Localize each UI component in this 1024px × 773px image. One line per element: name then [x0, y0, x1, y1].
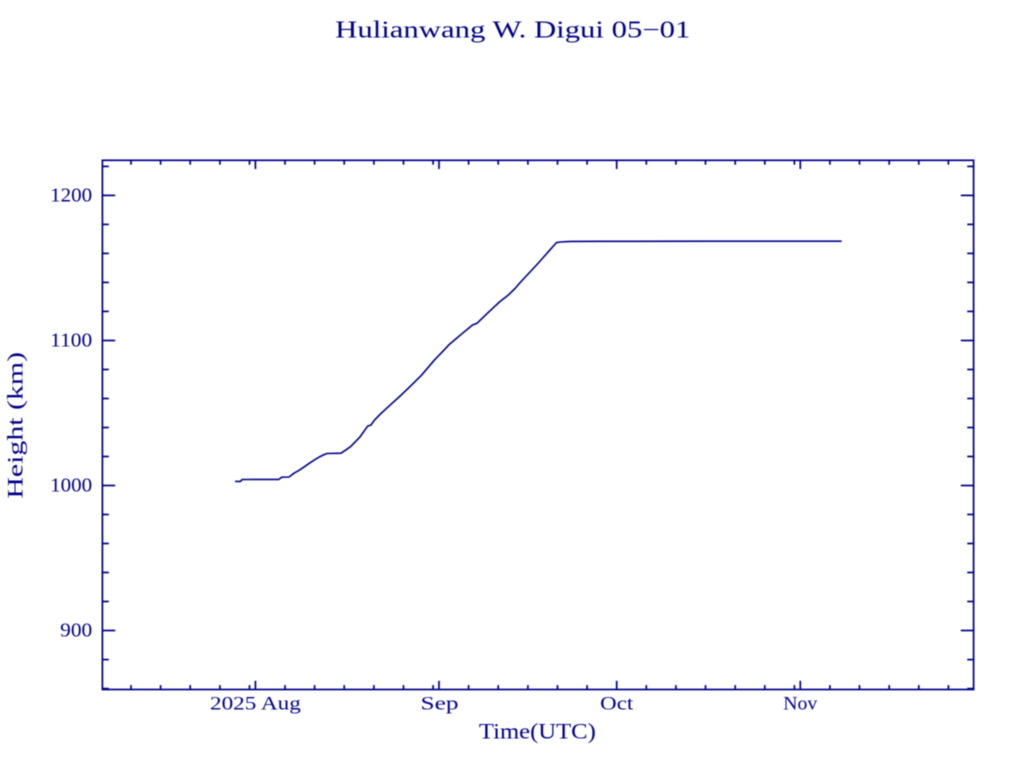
svg-text:Sep: Sep — [421, 693, 459, 714]
svg-text:Time(UTC): Time(UTC) — [479, 719, 596, 744]
svg-text:Hulianwang W. Digui 05−01: Hulianwang W. Digui 05−01 — [335, 17, 690, 43]
svg-text:Height (km): Height (km) — [3, 352, 28, 499]
svg-text:900: 900 — [60, 621, 92, 642]
svg-text:2025 Aug: 2025 Aug — [210, 693, 301, 714]
svg-text:Oct: Oct — [600, 693, 634, 714]
svg-text:1100: 1100 — [50, 331, 92, 352]
svg-text:1000: 1000 — [50, 476, 92, 497]
svg-text:1200: 1200 — [50, 185, 92, 206]
svg-text:Nov: Nov — [783, 693, 818, 714]
